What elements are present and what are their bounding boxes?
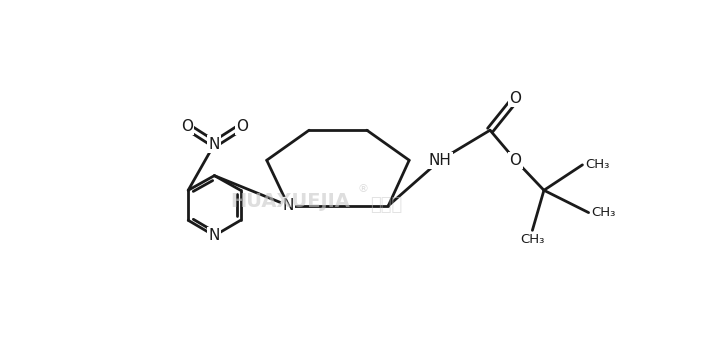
Text: O: O (236, 119, 248, 134)
Text: CH₃: CH₃ (520, 233, 545, 246)
Text: ®: ® (358, 184, 368, 194)
Text: 化学加: 化学加 (370, 196, 402, 214)
Text: CH₃: CH₃ (592, 206, 616, 219)
Text: N: N (283, 198, 294, 213)
Text: O: O (510, 153, 522, 168)
Text: N: N (209, 136, 220, 152)
Text: O: O (181, 119, 193, 134)
Text: N: N (209, 228, 220, 243)
Text: CH₃: CH₃ (586, 158, 610, 171)
Text: O: O (510, 91, 522, 106)
Text: NH: NH (429, 153, 451, 168)
Text: HUAXUEJIA: HUAXUEJIA (230, 192, 350, 211)
